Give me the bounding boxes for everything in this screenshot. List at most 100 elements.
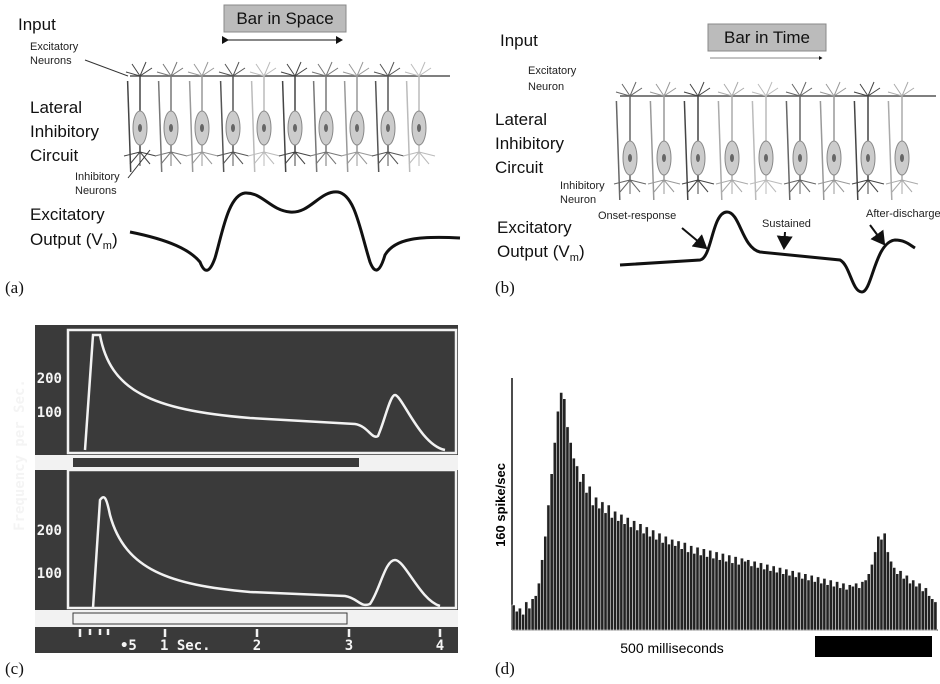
histogram-bar [908,582,912,631]
histogram-bar [543,536,548,631]
nucleus [169,124,173,132]
histogram-bar [816,576,820,631]
histogram-bar [746,559,751,631]
inhibitory-link [683,100,689,201]
histogram-bar [901,578,906,631]
inhibitory-link [405,80,411,173]
label: Excitatory [30,205,105,224]
histogram-bar [587,486,592,631]
stimulus-bar [73,458,359,467]
dendrite [885,179,919,194]
histogram-bar [562,398,567,631]
inhibitory-link [374,80,380,173]
tick-label: 100 [37,405,62,421]
nucleus [200,124,204,132]
inhibitory-link [343,80,349,173]
label: Inhibitory [495,134,564,153]
histogram-bar [540,559,544,631]
histogram-bar [686,551,690,631]
input-label: Input [500,31,538,50]
inhibitory-link [126,80,132,173]
nucleus [662,154,666,162]
histogram-bar [606,504,611,631]
dendrite [717,81,745,97]
histogram-bar [914,586,919,631]
stimulus-box [707,23,827,52]
histogram-bar [556,411,560,631]
input-label: Input [18,15,56,34]
dendrite [404,61,432,77]
label: Output (Vm) [30,230,118,252]
histogram-bar [594,496,598,631]
dendrite [373,61,401,77]
dendrite [785,81,813,97]
histogram-bar [721,553,725,631]
histogram-bar [927,595,931,631]
histogram-bar [920,590,925,631]
histogram-bar [930,598,935,631]
histogram-bar [711,557,716,631]
label: Inhibitory [30,122,99,141]
dendrite [887,81,915,97]
nucleus [866,154,870,162]
histogram-bar [511,604,516,631]
annotation: Sustained [762,218,811,230]
histogram-bar [778,567,782,631]
nucleus [293,124,297,132]
histogram-bar [832,586,836,631]
histogram-bar [584,492,589,631]
histogram-bar [759,562,763,631]
label: Neurons [75,185,117,197]
inhibitory-link [785,100,791,201]
histogram-bar [629,526,633,631]
histogram-bar [641,532,646,631]
histogram-bar [911,579,916,631]
histogram-bar [683,542,687,631]
tick-label: 4 [436,638,444,654]
histogram-bar [714,551,719,631]
histogram-bar [787,575,792,631]
annotation: After-discharge [866,208,940,220]
histogram-bar [889,561,893,631]
histogram-bar [771,565,776,631]
histogram-bar [648,536,652,631]
stimulus-label: Bar in Time [724,28,810,47]
histogram-bar [603,512,608,631]
histogram-bar [873,551,877,631]
histogram-bar [765,564,770,631]
histogram-bar [857,587,862,631]
histogram-bar [838,587,843,631]
histogram-bar [530,598,535,631]
nucleus [900,154,904,162]
inhibitory-link [649,100,655,201]
inhibitory-link [853,100,859,201]
label: Neurons [30,55,72,67]
tick-label: 3 [345,638,353,654]
histogram-bar [663,536,668,631]
histogram-bar [622,523,627,631]
histogram-bar [537,582,541,631]
histogram-bar [549,473,554,631]
dendrite [751,81,779,97]
nucleus [798,154,802,162]
nucleus [764,154,768,162]
tick-label: 1 Sec. [160,638,211,654]
dendrite [247,151,281,166]
histogram-bar [781,573,786,631]
label: Output (Vm) [497,242,585,264]
histogram-bar [790,570,795,631]
histogram-bar [841,582,846,631]
histogram-bar [905,575,909,631]
label: Lateral [495,110,547,129]
histogram-bar [724,561,728,631]
nucleus [417,124,421,132]
histogram-bar [895,573,900,631]
histogram-bar [847,584,852,631]
dendrite [187,61,215,77]
histogram-bar [657,532,662,631]
histogram-bar [651,529,655,631]
histogram-bar [673,545,678,631]
histogram-bar [813,581,817,631]
stimulus-bar [72,612,348,625]
histogram-bar [803,573,808,631]
